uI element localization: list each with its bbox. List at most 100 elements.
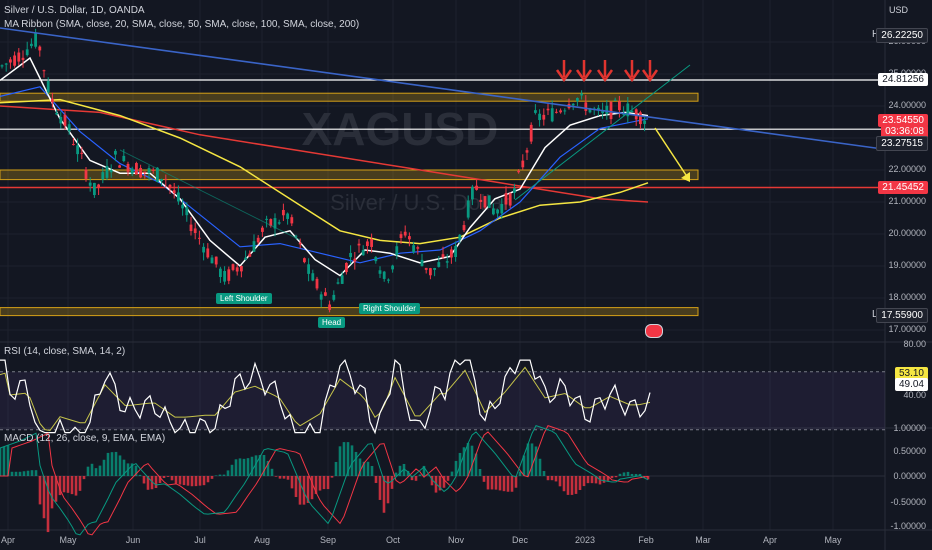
macd-histogram-bar: [518, 471, 522, 476]
rsi-value-1: 53.10: [894, 367, 928, 380]
candle-body: [97, 184, 100, 188]
red-arrow-head: [596, 69, 614, 83]
time-axis-label: Apr: [762, 535, 778, 545]
candle-body: [307, 264, 310, 274]
candle-body: [80, 152, 84, 154]
candle-body: [177, 192, 180, 202]
candle-body: [46, 80, 50, 93]
candle-body: [42, 70, 46, 72]
price-axis-label: 17.00000: [888, 324, 926, 334]
candle-body: [59, 116, 63, 124]
candle-body: [370, 239, 373, 247]
candle-body: [248, 253, 252, 257]
candle-body: [315, 278, 319, 289]
macd-histogram-bar: [642, 476, 646, 477]
candle-body: [504, 193, 508, 205]
candle-body: [122, 155, 126, 162]
red-arrow-head: [575, 69, 593, 83]
macd-histogram-bar: [202, 476, 206, 486]
level-1-tag: 24.81256: [878, 73, 928, 86]
candle-body: [391, 265, 394, 270]
macd-histogram-bar: [310, 476, 314, 500]
candle-body: [412, 245, 415, 253]
macd-histogram-bar: [410, 476, 414, 481]
macd-histogram-bar: [70, 476, 74, 495]
macd-histogram-bar: [510, 476, 514, 492]
candle-body: [189, 224, 193, 232]
macd-histogram-bar: [50, 476, 54, 509]
candle-body: [445, 261, 449, 263]
macd-histogram-bar: [430, 476, 434, 486]
macd-histogram-bar: [574, 476, 578, 494]
macd-histogram-bar: [266, 460, 270, 476]
macd-histogram-bar: [478, 469, 482, 476]
candle-body: [311, 273, 315, 281]
current-price-tag: 23.54550: [878, 114, 928, 127]
macd-histogram-bar: [18, 471, 22, 476]
candle-body: [479, 199, 483, 202]
candle-body: [286, 213, 289, 219]
macd-histogram-bar: [398, 465, 402, 476]
candle-body: [626, 103, 630, 117]
candle-body: [639, 112, 642, 125]
macd-histogram-bar: [294, 476, 298, 498]
macd-histogram-bar: [474, 453, 478, 476]
macd-histogram-bar: [198, 476, 202, 486]
candle-body: [160, 178, 163, 182]
candle-body: [462, 225, 466, 231]
macd-histogram-bar: [158, 476, 162, 484]
time-axis-label: Sep: [319, 535, 337, 545]
level-3-tag: 21.45452: [878, 181, 928, 194]
macd-histogram-bar: [58, 476, 62, 496]
candle-body: [282, 209, 285, 216]
candle-body: [4, 63, 8, 65]
macd-histogram-bar: [566, 476, 570, 495]
macd-histogram-bar: [522, 455, 526, 476]
candle-body: [332, 294, 336, 300]
candle-body: [429, 268, 432, 276]
candle-body: [546, 108, 550, 111]
macd-histogram-bar: [486, 476, 490, 490]
chart-title: Silver / U.S. Dollar, 1D, OANDA: [4, 5, 145, 16]
macd-histogram-bar: [578, 476, 582, 490]
candle-body: [324, 292, 327, 296]
candle-body: [424, 267, 428, 270]
macd-histogram-bar: [490, 476, 494, 490]
macd-histogram-bar: [0, 448, 2, 476]
time-axis-label: Jul: [194, 535, 206, 545]
candle-body: [408, 236, 411, 240]
macd-histogram-bar: [74, 476, 78, 496]
candle-body: [576, 98, 579, 102]
macd-histogram-bar: [482, 476, 486, 482]
time-axis-label: Mar: [695, 535, 711, 545]
macd-histogram-bar: [226, 470, 230, 476]
macd-histogram-bar: [290, 476, 294, 489]
macd-histogram-bar: [106, 452, 110, 476]
time-axis-label: Dec: [511, 535, 529, 545]
macd-histogram-bar: [534, 446, 538, 476]
macd-histogram-bar: [330, 476, 334, 478]
macd-histogram-bar: [238, 458, 242, 476]
candle-body: [210, 257, 214, 264]
macd-histogram-bar: [214, 475, 218, 476]
macd-signal-line: [0, 424, 649, 536]
candle-body: [151, 169, 155, 171]
macd-label-3: 0.00000: [893, 471, 926, 481]
candle-body: [219, 268, 222, 278]
flag-icon[interactable]: [645, 324, 663, 338]
candle-body: [84, 169, 88, 179]
macd-pane: [0, 424, 885, 536]
candle-body: [634, 109, 638, 120]
macd-histogram-bar: [178, 476, 182, 485]
projection-arrow-line: [654, 127, 689, 179]
macd-histogram-bar: [378, 476, 382, 500]
zone-rect: [0, 92, 699, 102]
watermark-name: Silver / U.S. Dollar: [330, 190, 510, 215]
trend-lines: [0, 27, 891, 241]
zone-rect: [0, 169, 699, 181]
candle-body: [466, 200, 470, 218]
candle-body: [88, 182, 92, 186]
candle-body: [256, 237, 260, 243]
